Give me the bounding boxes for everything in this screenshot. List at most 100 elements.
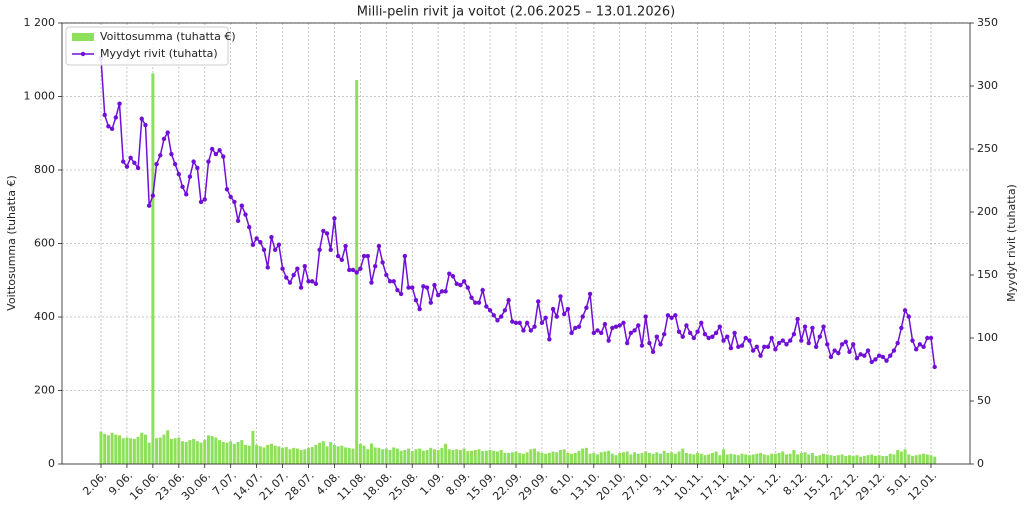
x-tick-label: 24.11. [724,469,758,503]
bar [229,441,233,464]
line-marker [873,357,878,362]
bar [825,454,829,464]
bar [114,434,118,464]
bar [918,454,922,464]
line-marker [321,228,326,234]
line-marker [435,292,441,298]
bar [118,435,122,464]
y2-tick-label: 250 [977,142,998,155]
bar [788,453,792,464]
bar [507,452,511,464]
line-marker [354,270,359,275]
line-marker [569,330,574,336]
bar [914,455,918,464]
bar [903,449,907,464]
bar [892,454,896,464]
line-marker [913,347,919,352]
line-marker [599,330,604,336]
bar [477,449,481,464]
y2-tick-label: 50 [977,394,991,407]
line-marker [687,330,693,336]
bar [184,441,188,464]
line-marker [602,321,608,327]
line-marker [350,267,356,273]
bar [195,441,199,464]
line-marker [287,280,293,285]
x-tick-label: 2.06. [80,469,109,498]
line-marker [206,159,211,164]
bar [155,438,159,464]
bar [562,449,566,464]
bar [99,431,103,464]
line-marker [728,345,734,351]
bar [218,440,222,464]
bar [318,442,322,464]
line-marker [565,306,571,312]
line-marker [150,193,156,198]
line-marker [591,330,597,336]
line-marker [836,350,841,356]
bar [810,452,814,464]
bar [859,456,863,464]
line-marker [454,281,459,287]
bar [451,450,455,464]
bar [147,442,151,464]
line-marker [465,285,471,290]
bar [140,432,144,464]
bar [407,448,411,464]
bar [799,452,803,464]
line-marker [473,300,478,305]
bar [888,453,892,464]
bar [870,454,874,464]
bar [247,445,251,464]
line-marker [736,344,741,350]
line-marker [109,126,115,132]
bar [484,450,488,464]
line-marker [784,342,789,347]
line-marker [302,263,307,269]
line-marker [554,314,559,319]
line-marker [343,243,348,249]
bar [232,443,236,464]
line-marker [532,324,537,329]
bar [399,450,403,464]
bar [533,448,537,464]
bar [866,455,870,464]
bar [403,450,407,464]
bar [822,453,826,464]
line-marker [869,359,874,365]
x-tick-label: 27.10. [620,469,654,503]
bar [644,451,648,464]
bar [885,455,889,464]
bar [655,452,659,464]
bar [762,454,766,464]
line-marker [176,172,182,177]
bar [547,452,551,464]
bar [829,455,833,464]
line-marker [498,314,504,319]
bar [747,455,751,464]
bar [647,452,651,464]
bar [933,456,937,464]
bar [225,442,229,464]
bar [281,447,285,464]
line-marker [624,340,630,346]
line-marker [335,253,341,259]
bar [625,451,629,464]
bar [873,455,877,464]
y-tick-label: 600 [34,237,55,250]
bar [910,455,914,464]
y-tick-label: 1 000 [24,90,56,103]
bar [555,452,559,464]
bar [444,443,448,464]
line-marker [376,243,382,249]
bar [833,455,837,464]
line-marker [213,151,219,157]
bar [529,449,533,464]
bar [814,455,818,464]
line-marker [888,353,893,358]
bar [173,438,177,464]
bar [536,451,540,464]
bar [299,450,303,464]
